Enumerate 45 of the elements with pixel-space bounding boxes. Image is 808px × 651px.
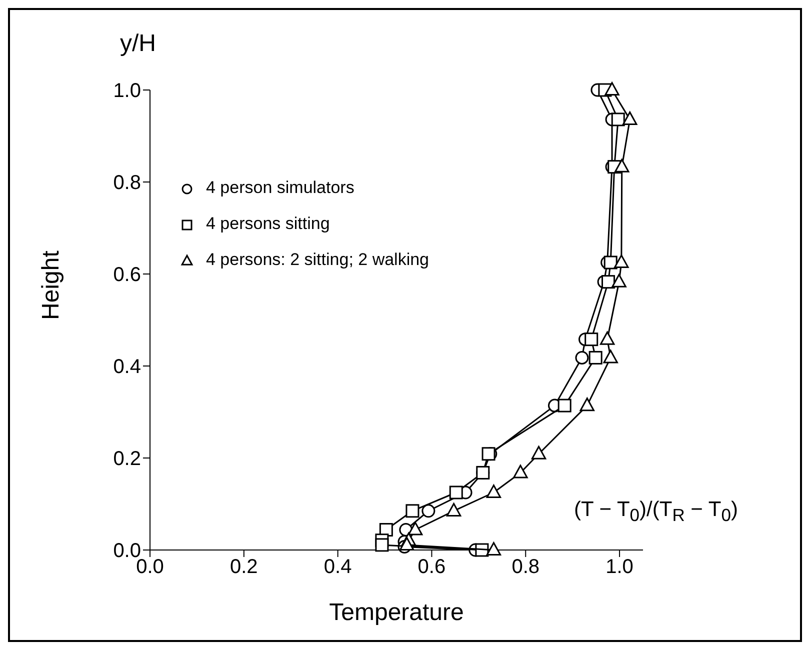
point [604,256,618,270]
point [603,350,618,364]
point [408,522,423,536]
point [611,112,625,126]
point [486,542,502,556]
point [612,274,626,288]
point [422,504,436,518]
point [531,446,546,460]
legend-label: 4 persons: 2 sitting; 2 walking [206,249,430,271]
x-tick-label: 0.2 [230,556,258,578]
legend-label: 4 persons sitting [206,213,330,235]
y-tick-label: 0.2 [113,448,141,470]
point [584,332,598,346]
point [558,398,572,412]
point [375,538,389,552]
point [588,350,602,364]
point [580,398,594,412]
point [602,275,616,289]
point [446,502,462,516]
x-tick-label: 0.0 [136,556,164,578]
point [486,484,502,498]
x-tick-label: 0.8 [512,556,540,578]
x-tick-label: 0.4 [324,556,352,578]
point [622,111,638,125]
point [476,466,490,480]
y-tick-label: 0.4 [113,356,141,378]
point [513,464,528,478]
y-tick-label: 0.8 [113,172,141,194]
annotation: (T − T$_{0}$)/(T$_{R}$ − T$_{0}$) [574,498,738,526]
point [600,331,615,345]
point [614,158,630,172]
x-axis-title: Temperature [329,599,464,626]
legend-label: 4 person simulators [206,177,354,199]
point [399,536,414,550]
y-tick-label: 0.6 [113,264,141,286]
point [449,486,463,500]
x-tick-label: 0.6 [418,556,446,578]
point [406,504,420,518]
text: y/H [120,30,156,58]
y-axis-title: Height [38,250,65,320]
point [575,350,589,364]
point [604,82,620,96]
point [614,254,629,268]
y-tick-label: 1.0 [113,80,141,102]
x-tick-label: 1.0 [606,556,634,578]
